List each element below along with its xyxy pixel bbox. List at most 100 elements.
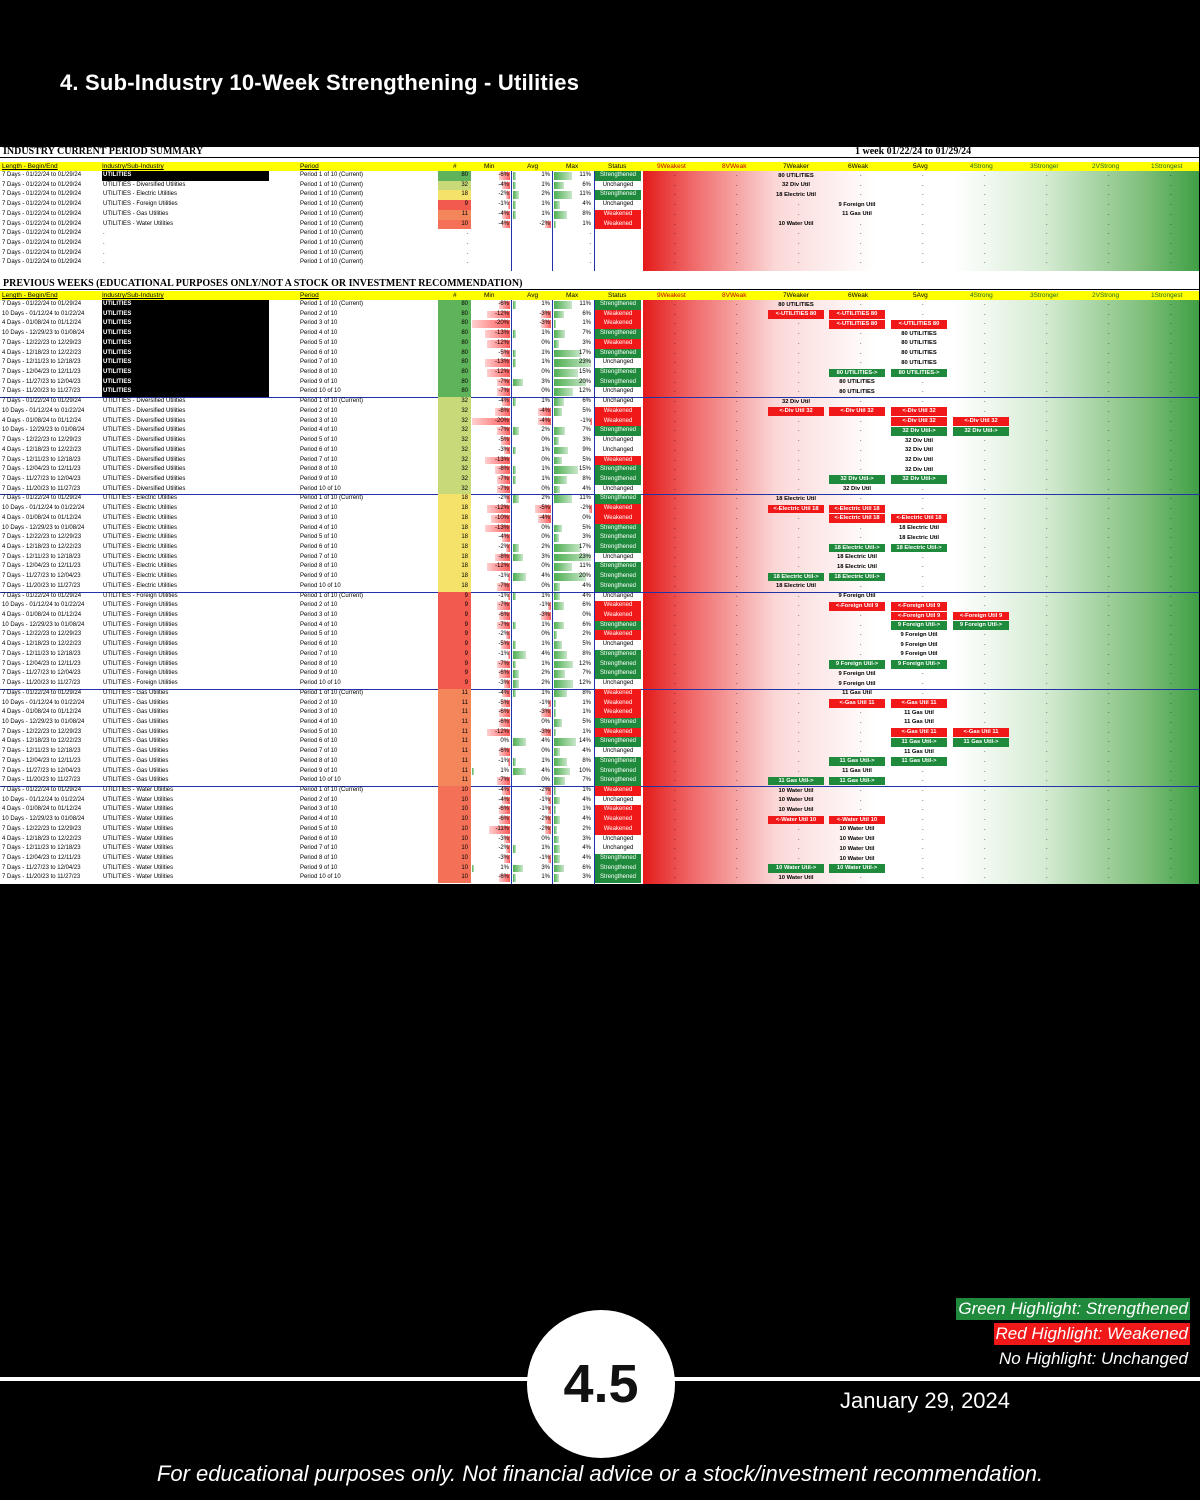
table-row: 10 Days - 12/29/23 to 01/08/24 UTILITIES … <box>0 717 1199 728</box>
empty-marker: . <box>736 230 738 237</box>
count-cell: 32 <box>438 484 471 495</box>
table-row: 7 Days - 01/22/24 to 01/29/24 UTILITIES Pe… <box>0 300 1199 310</box>
empty-marker: . <box>860 524 862 531</box>
length-cell: 7 Days - 11/27/23 to 12/04/23 <box>2 475 81 482</box>
max-cell: 23% <box>553 553 593 563</box>
industry-cell: . <box>103 240 105 247</box>
empty-marker: . <box>736 407 738 414</box>
empty-marker: . <box>1170 524 1172 531</box>
max-cell: 4% <box>553 815 593 825</box>
avg-cell <box>512 239 552 249</box>
empty-marker: . <box>736 796 738 803</box>
empty-marker: . <box>736 816 738 823</box>
empty-marker: . <box>736 631 738 638</box>
value-bar <box>554 330 566 338</box>
avg-cell-text: 0% <box>541 835 550 842</box>
max-cell: 15% <box>553 368 593 378</box>
empty-marker: . <box>984 855 986 862</box>
empty-marker: . <box>1170 544 1172 550</box>
column-divider <box>552 171 553 271</box>
min-cell: -6% <box>471 611 511 621</box>
status-cell: Strengthened <box>595 348 641 359</box>
value-bar <box>547 796 551 805</box>
min-cell-text: -20% <box>494 320 509 327</box>
table-row: 10 Days - 01/12/24 to 01/22/24 UTILITIES … <box>0 406 1199 417</box>
strength-tag: 18 Electric Util <box>776 191 816 198</box>
count-cell: 10 <box>438 805 471 816</box>
empty-marker: . <box>860 191 862 198</box>
length-cell: 7 Days - 12/04/23 to 12/11/23 <box>2 369 81 376</box>
max-cell: 5% <box>553 524 593 534</box>
empty-marker: . <box>984 553 986 560</box>
empty-marker: . <box>1046 748 1048 755</box>
value-bar <box>508 573 510 581</box>
empty-marker: . <box>736 301 738 307</box>
status-cell: Weakened <box>595 416 641 427</box>
length-cell: 7 Days - 11/27/23 to 12/04/23 <box>2 670 81 677</box>
empty-marker: . <box>1046 475 1048 482</box>
period-cell: Period 2 of 10 <box>300 602 338 609</box>
industry-cell: UTILITIES - Water Utilities <box>103 806 174 813</box>
strength-tag: 11 Gas Util-> <box>829 776 885 786</box>
period-cell: Period 9 of 10 <box>300 864 338 871</box>
value-bar <box>487 505 510 513</box>
empty-marker: . <box>1170 339 1172 346</box>
period-cell: Period 10 of 10 <box>300 874 341 881</box>
table-row: 10 Days - 01/12/24 to 01/22/24 UTILITIES … <box>0 795 1199 806</box>
strength-table: INDUSTRY CURRENT PERIOD SUMMARY 1 week 0… <box>0 147 1199 884</box>
strength-tag: 11 Gas Util-> <box>829 757 885 767</box>
value-bar <box>498 806 510 815</box>
status-cell: Strengthened <box>595 426 641 437</box>
status-cell: Strengthened <box>595 368 641 378</box>
avg-cell-text: 1% <box>541 475 550 482</box>
max-cell-text: -1% <box>580 417 591 424</box>
strength-tag: <-Gas Util 11 <box>953 728 1009 737</box>
strength-tag: 32 Div Util <box>904 457 934 464</box>
avg-cell: 0% <box>512 562 552 572</box>
industry-cell: UTILITIES - Water Utilities <box>103 825 174 832</box>
value-bar <box>554 748 561 756</box>
min-cell: -2% <box>471 630 511 640</box>
empty-marker: . <box>1170 699 1172 706</box>
empty-marker: . <box>1170 181 1172 188</box>
min-cell-text: -3% <box>498 835 509 842</box>
column-divider <box>511 171 512 271</box>
min-cell-text: -13% <box>494 456 509 463</box>
empty-marker: . <box>922 210 924 217</box>
empty-marker: . <box>984 181 986 188</box>
value-bar <box>513 874 517 883</box>
value-bar <box>513 446 517 455</box>
empty-marker: . <box>922 240 924 247</box>
empty-marker: . <box>922 777 924 784</box>
empty-marker: . <box>798 475 800 482</box>
max-cell-text: 3% <box>582 534 591 541</box>
empty-marker: . <box>984 495 986 502</box>
count-cell: 80 <box>438 171 471 181</box>
industry-cell: UTILITIES <box>102 377 269 388</box>
table-row: 7 Days - 01/22/24 to 01/29/24 UTILITIES -… <box>0 180 1199 191</box>
max-cell-text: 11% <box>579 301 591 307</box>
empty-marker: . <box>736 825 738 832</box>
empty-marker: . <box>798 210 800 217</box>
avg-cell: -2% <box>512 220 552 230</box>
max-cell: 6% <box>553 621 593 631</box>
column-header: 7Weaker <box>783 163 809 170</box>
column-header: 4Strong <box>970 292 993 299</box>
value-bar <box>498 612 510 620</box>
empty-marker: . <box>922 592 924 599</box>
column-header: Max <box>566 292 579 299</box>
avg-cell-text: -3% <box>539 310 550 317</box>
industry-cell: UTILITIES - Electric Utilities <box>103 191 178 198</box>
empty-marker: . <box>1108 641 1110 648</box>
period-cell: Period 1 of 10 (Current) <box>300 259 364 266</box>
max-cell: 1% <box>553 728 593 738</box>
empty-marker: . <box>922 485 924 492</box>
length-cell: 7 Days - 01/22/24 to 01/29/24 <box>2 689 82 696</box>
table-row: 7 Days - 01/22/24 to 01/29/24 UTILITIES -… <box>0 209 1199 220</box>
avg-cell: -3% <box>512 611 552 621</box>
empty-marker: . <box>922 310 924 317</box>
empty-marker: . <box>798 553 800 560</box>
value-bar <box>513 680 520 688</box>
value-bar <box>541 612 551 620</box>
industry-cell: UTILITIES - Gas Utilities <box>103 728 169 735</box>
